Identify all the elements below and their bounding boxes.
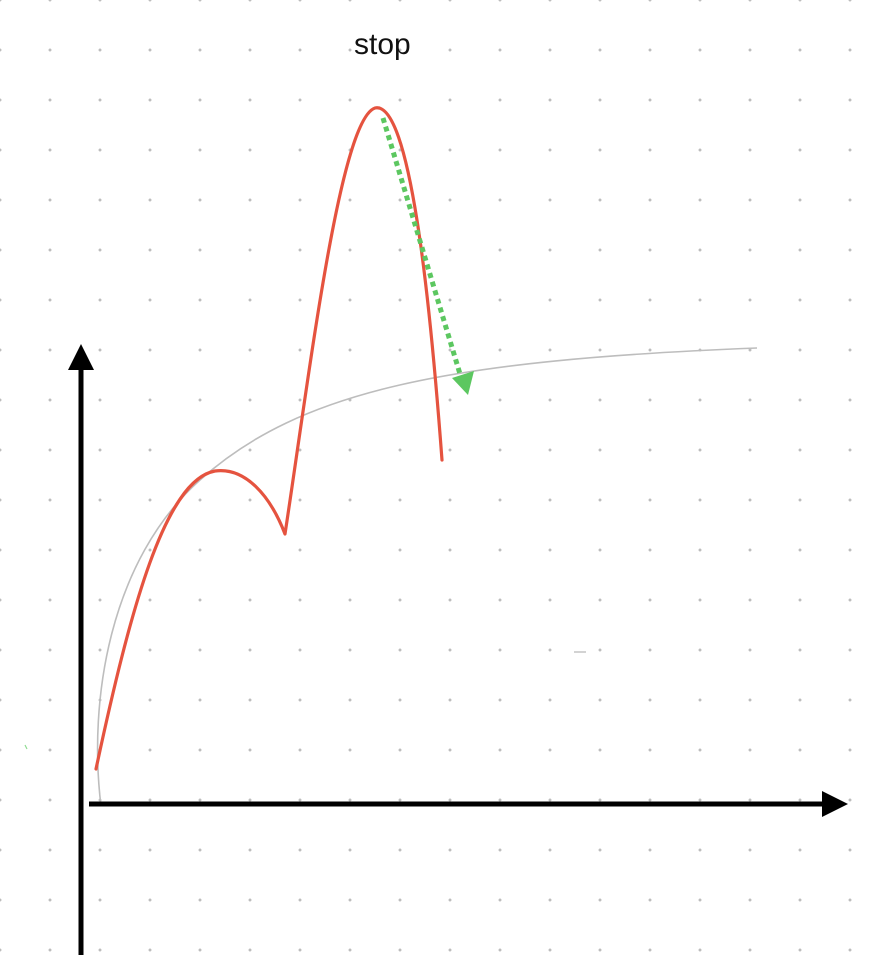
green-arrowhead [452,371,474,395]
y-axis-arrowhead [68,344,94,370]
gray-saturation-curve [96,347,758,807]
x-axis-arrowhead [822,791,848,817]
red-response-curve [94,106,444,771]
stray-green-mark [24,744,28,750]
stop-label: stop [354,28,411,61]
